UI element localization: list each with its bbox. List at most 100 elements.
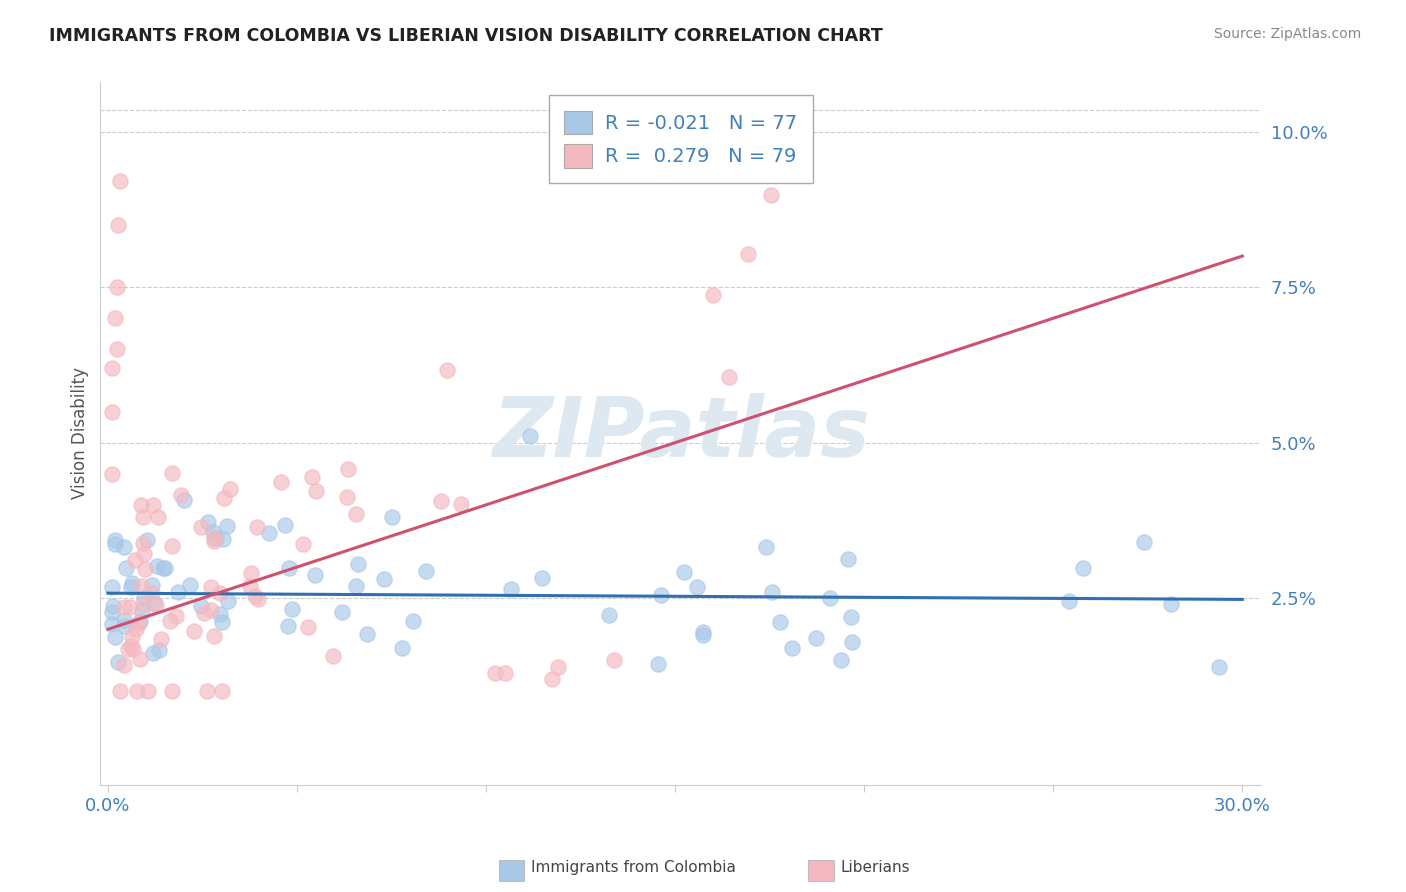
Y-axis label: Vision Disability: Vision Disability	[72, 368, 89, 500]
Point	[344, 579, 367, 593]
Point	[305, 484, 328, 499]
Point	[160, 540, 183, 554]
Point	[104, 533, 127, 548]
Point	[204, 531, 226, 545]
Point	[138, 684, 160, 698]
Point	[304, 567, 326, 582]
Point	[484, 665, 506, 680]
Point	[201, 524, 224, 539]
Point	[132, 590, 155, 604]
Point	[159, 615, 181, 629]
Point	[202, 534, 225, 549]
Point	[105, 343, 128, 357]
Point	[322, 649, 344, 664]
Point	[273, 518, 295, 533]
Point	[143, 596, 166, 610]
Point	[190, 599, 212, 613]
Point	[146, 510, 169, 524]
Point	[761, 584, 783, 599]
Point	[215, 519, 238, 533]
Point	[692, 624, 714, 639]
Point	[112, 540, 135, 554]
Point	[212, 532, 235, 546]
Point	[107, 655, 129, 669]
Point	[450, 497, 472, 511]
Point	[132, 510, 155, 524]
Point	[136, 533, 159, 548]
Point	[603, 653, 626, 667]
Point	[211, 615, 233, 629]
Point	[1208, 659, 1230, 673]
Point	[100, 580, 122, 594]
Point	[278, 560, 301, 574]
Point	[837, 552, 859, 566]
Point	[761, 187, 783, 202]
Point	[499, 582, 522, 596]
Point	[717, 369, 740, 384]
Point	[103, 599, 125, 613]
Point	[531, 571, 554, 585]
Point	[686, 580, 709, 594]
Point	[179, 578, 201, 592]
Point	[257, 526, 280, 541]
Point	[197, 515, 219, 529]
Text: Source: ZipAtlas.com: Source: ZipAtlas.com	[1213, 27, 1361, 41]
Point	[1160, 597, 1182, 611]
Point	[818, 591, 841, 606]
Point	[141, 578, 163, 592]
Point	[193, 606, 215, 620]
Point	[142, 646, 165, 660]
Point	[169, 488, 191, 502]
Point	[141, 586, 163, 600]
Point	[1133, 535, 1156, 549]
Point	[211, 684, 233, 698]
Point	[162, 684, 184, 698]
Point	[105, 280, 128, 294]
Point	[148, 643, 170, 657]
Point	[755, 540, 778, 554]
Point	[129, 498, 152, 512]
Point	[202, 629, 225, 643]
Point	[673, 566, 696, 580]
Point	[104, 631, 127, 645]
Point	[165, 609, 187, 624]
Point	[120, 639, 142, 653]
Point	[806, 631, 828, 645]
Point	[381, 509, 404, 524]
Point	[346, 557, 368, 571]
Point	[519, 429, 541, 443]
Point	[131, 604, 153, 618]
Point	[702, 288, 724, 302]
Legend: R = -0.021   N = 77, R =  0.279   N = 79: R = -0.021 N = 77, R = 0.279 N = 79	[548, 95, 813, 184]
Point	[107, 218, 129, 232]
Point	[391, 641, 413, 656]
Point	[121, 630, 143, 644]
Point	[145, 598, 167, 612]
Point	[344, 507, 367, 521]
Text: Liberians: Liberians	[841, 861, 911, 875]
Point	[112, 613, 135, 627]
Point	[132, 536, 155, 550]
Point	[117, 642, 139, 657]
Point	[104, 537, 127, 551]
Point	[209, 607, 232, 621]
Point	[153, 561, 176, 575]
Point	[200, 603, 222, 617]
Point	[239, 566, 262, 580]
Point	[100, 616, 122, 631]
Point	[356, 626, 378, 640]
Point	[336, 491, 359, 505]
Point	[436, 363, 458, 377]
Point	[173, 492, 195, 507]
Point	[547, 659, 569, 673]
Point	[277, 619, 299, 633]
Point	[200, 580, 222, 594]
Point	[429, 494, 451, 508]
Text: IMMIGRANTS FROM COLOMBIA VS LIBERIAN VISION DISABILITY CORRELATION CHART: IMMIGRANTS FROM COLOMBIA VS LIBERIAN VIS…	[49, 27, 883, 45]
Point	[208, 586, 231, 600]
Point	[122, 641, 145, 656]
Point	[204, 531, 226, 545]
Point	[108, 684, 131, 698]
Point	[841, 634, 863, 648]
Text: ZIPatlas: ZIPatlas	[492, 392, 870, 474]
